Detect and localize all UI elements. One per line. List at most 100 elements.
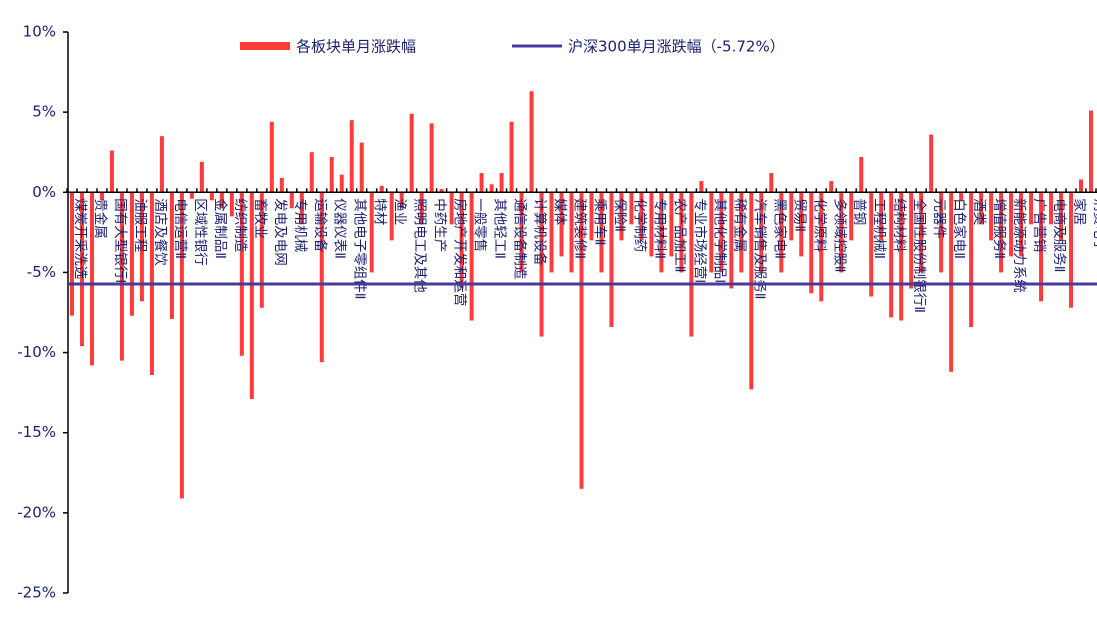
bar: [339, 174, 344, 193]
bar: [509, 121, 514, 193]
bar: [1029, 192, 1034, 225]
bar: [419, 192, 424, 225]
x-tick-label: 普钢: [851, 198, 867, 225]
bar: [479, 173, 484, 193]
x-tick-label: 特材: [372, 198, 388, 225]
x-tick-label: 专用机械: [292, 198, 308, 252]
bar: [1079, 179, 1084, 193]
x-tick-label: 保险Ⅱ: [611, 198, 627, 232]
bar: [829, 181, 834, 193]
x-tick-label: 渔业: [392, 198, 408, 225]
bar: [389, 192, 394, 241]
bar: [519, 192, 524, 273]
bar: [169, 192, 174, 319]
x-tick-label: 通信设备制造: [512, 198, 529, 279]
bar: [329, 157, 334, 193]
bar: [139, 192, 144, 302]
bar: [909, 192, 914, 289]
x-tick-label: 仪器仪表Ⅱ: [332, 198, 348, 259]
bar: [629, 192, 634, 225]
bar: [1059, 192, 1064, 241]
bar: [749, 192, 754, 390]
bar: [219, 192, 224, 209]
x-tick-label: 计算机设备: [532, 198, 549, 266]
x-tick-label: 发电及电网: [272, 198, 288, 265]
bar: [869, 192, 874, 297]
bar: [849, 192, 854, 241]
x-tick-label: 增值服务Ⅱ: [991, 198, 1007, 259]
x-tick-label: 元器件: [931, 198, 947, 239]
bar: [609, 192, 614, 327]
x-tick-label: 房地产开发和运营: [452, 198, 468, 306]
x-tick-label: 电商及服务Ⅱ: [1051, 198, 1067, 272]
bar: [989, 192, 994, 241]
bar: [259, 192, 264, 308]
bar: [89, 192, 94, 366]
bar: [529, 91, 534, 193]
bar: [269, 121, 274, 193]
x-tick-label: 白色家电Ⅱ: [951, 198, 968, 259]
bar: [679, 192, 684, 273]
bar: [939, 192, 944, 273]
bar: [579, 192, 584, 489]
x-tick-label: 电信运营Ⅱ: [172, 198, 188, 259]
bar: [919, 192, 924, 273]
bar: [70, 192, 74, 316]
x-tick-label: 化学原料: [811, 198, 827, 252]
bar: [399, 192, 404, 209]
bar: [799, 192, 804, 257]
x-tick-label: 其他化学制品Ⅱ: [711, 198, 727, 286]
bar: [619, 192, 624, 241]
bar: [409, 113, 414, 193]
bar: [759, 192, 764, 273]
x-tick-label: 工程机械Ⅱ: [871, 198, 887, 259]
y-tick-label: -10%: [17, 343, 56, 361]
bar: [559, 192, 564, 257]
x-tick-label: 汽车销售及服务Ⅱ: [751, 198, 768, 299]
bar: [229, 192, 234, 217]
x-tick-label: 专业市场经营Ⅱ: [691, 198, 708, 286]
x-tick-label: 建筑装修Ⅱ: [572, 198, 588, 259]
y-tick-label: 5%: [32, 103, 56, 121]
y-tick-label: -15%: [17, 423, 56, 441]
x-tick-label: 油服工程: [132, 198, 148, 252]
bar: [709, 192, 714, 273]
bar: [189, 192, 194, 199]
bar: [589, 192, 594, 241]
bar: [1039, 192, 1044, 302]
x-tick-label: 消费电子: [1091, 198, 1097, 252]
bar: [359, 142, 364, 193]
x-tick-label: 黑色家电Ⅱ: [771, 198, 788, 259]
x-tick-label: 中药生产: [432, 198, 448, 252]
bar: [859, 157, 864, 193]
bar: [729, 192, 734, 289]
bar: [369, 192, 374, 273]
bar: [99, 192, 104, 201]
bar: [669, 192, 674, 257]
bar: [379, 185, 384, 193]
bar: [119, 192, 124, 361]
x-tick-label: 纺织制造: [232, 198, 248, 252]
bar: [969, 192, 974, 327]
y-tick-label: 10%: [23, 23, 56, 41]
x-tick-label: 家居: [1071, 198, 1088, 225]
bar: [949, 192, 954, 372]
x-tick-label: 稀有金属: [731, 198, 747, 252]
x-tick-label: 专用材料Ⅱ: [651, 198, 667, 259]
bar: [979, 192, 984, 225]
bar: [129, 192, 134, 316]
bar: [209, 192, 214, 201]
bar: [929, 134, 934, 193]
bar: [299, 192, 304, 225]
bar: [199, 161, 204, 193]
x-tick-label: 区域性银行: [192, 198, 208, 265]
x-tick-label: 农产品加工Ⅱ: [671, 198, 687, 272]
x-tick-label: 广告营销: [1031, 198, 1047, 252]
bar: [769, 173, 774, 193]
x-tick-label: 运输设备: [312, 198, 329, 252]
y-tick-label: -5%: [27, 263, 56, 281]
x-tick-label: 酒类: [971, 198, 987, 225]
y-tick-label: -20%: [17, 503, 56, 521]
x-tick-label: 新能源动力系统: [1011, 198, 1027, 292]
